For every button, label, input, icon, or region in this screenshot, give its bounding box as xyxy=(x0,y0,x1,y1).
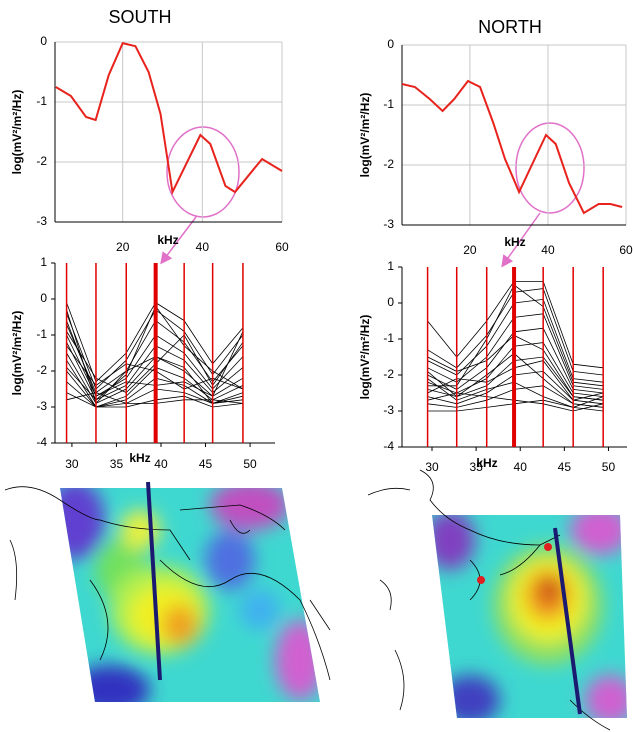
annotation-ellipse xyxy=(515,122,585,214)
chart-title: NORTH xyxy=(478,17,542,37)
annotation-arrow xyxy=(160,216,197,265)
y-tick-label: 0 xyxy=(40,34,47,48)
y-tick-label: -2 xyxy=(383,157,394,171)
y-tick-label: 1 xyxy=(40,255,47,269)
chart-title: SOUTH xyxy=(109,7,172,27)
x-tick-label: 45 xyxy=(558,460,572,474)
y-tick-label: -2 xyxy=(36,363,47,377)
y-tick-label: -3 xyxy=(36,399,47,413)
y-tick-label: -2 xyxy=(36,154,47,168)
north-map xyxy=(367,469,627,731)
y-tick-label: -3 xyxy=(383,217,394,231)
y-tick-label: -1 xyxy=(383,97,394,111)
x-tick-label: 60 xyxy=(619,243,633,257)
x-tick-label: 60 xyxy=(275,240,289,254)
y-tick-label: 1 xyxy=(387,259,394,273)
x-axis-label: kHz xyxy=(476,456,497,470)
x-tick-label: 40 xyxy=(196,240,210,254)
x-tick-label: 50 xyxy=(243,457,257,471)
y-tick-label: -1 xyxy=(36,327,47,341)
south-map xyxy=(4,481,331,702)
data-line xyxy=(401,79,623,215)
x-tick-label: 40 xyxy=(514,460,528,474)
x-tick-label: 35 xyxy=(110,457,124,471)
y-tick-label: 0 xyxy=(387,295,394,309)
y-tick-label: -1 xyxy=(383,331,394,345)
y-tick-label: 0 xyxy=(387,37,394,51)
x-tick-label: 45 xyxy=(199,457,213,471)
x-tick-label: 35 xyxy=(469,460,483,474)
y-tick-label: -4 xyxy=(36,435,47,449)
x-axis-label: kHz xyxy=(129,451,150,465)
y-tick-label: -3 xyxy=(383,403,394,417)
annotation-ellipse xyxy=(166,126,240,218)
x-tick-label: 20 xyxy=(116,240,130,254)
y-tick-label: -3 xyxy=(36,214,47,228)
x-axis-label: kHz xyxy=(157,233,178,247)
x-tick-label: 40 xyxy=(154,457,168,471)
x-tick-label: 40 xyxy=(541,243,555,257)
y-tick-label: -1 xyxy=(36,94,47,108)
y-axis-label: log(mV²/m²/Hz) xyxy=(10,311,24,396)
y-axis-label: log(mV²/m²/Hz) xyxy=(10,90,24,175)
y-tick-label: -4 xyxy=(383,439,394,453)
x-tick-label: 20 xyxy=(463,243,477,257)
x-axis-label: kHz xyxy=(504,235,525,249)
data-line xyxy=(55,42,283,196)
x-tick-label: 30 xyxy=(65,457,79,471)
y-axis-label: log(mV²/m²/Hz) xyxy=(358,93,372,178)
y-tick-label: -2 xyxy=(383,367,394,381)
x-tick-label: 50 xyxy=(602,460,616,474)
y-axis-label: log(mV²/m²/Hz) xyxy=(358,315,372,400)
y-tick-label: 0 xyxy=(40,291,47,305)
annotation-arrow xyxy=(501,212,541,268)
x-tick-label: 30 xyxy=(425,460,439,474)
